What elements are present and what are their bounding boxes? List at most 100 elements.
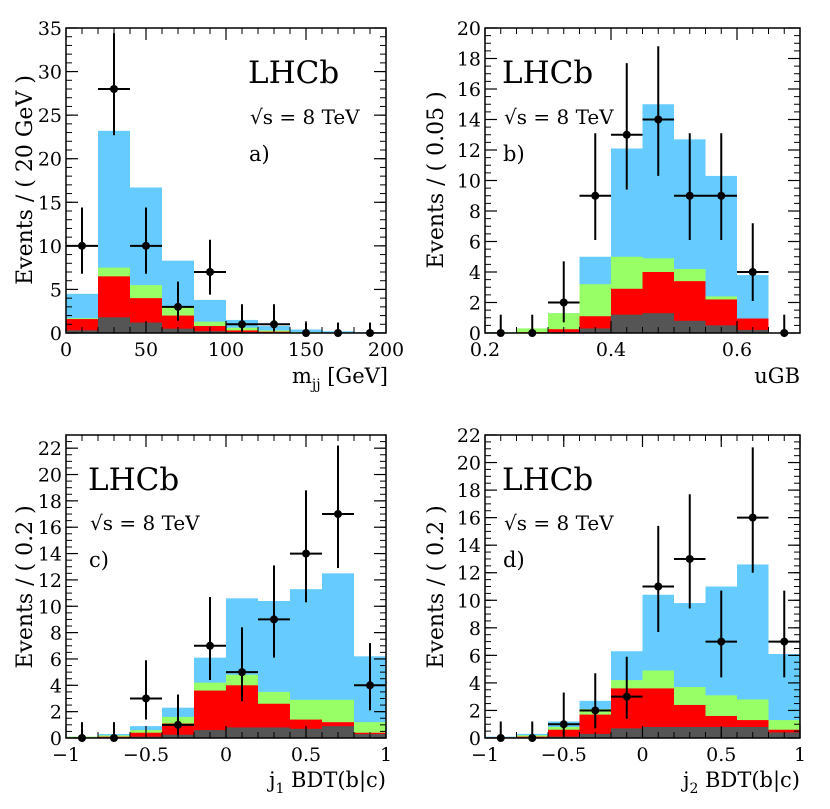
panel-a-x-axis-title-sub: jj xyxy=(310,377,321,393)
panel-c-point-5 xyxy=(238,668,246,677)
panel-a-y-tick-label: 35 xyxy=(38,18,62,40)
panel-a: 0 50 100 150 200 0 5 10 15 20 25 30 35 LHCb √s = 8 T… xyxy=(13,18,404,393)
panel-b-bar-grey-6 xyxy=(674,320,706,333)
panel-c-bar-red-4 xyxy=(194,690,226,738)
panel-d-y-tick-label: 14 xyxy=(457,535,481,557)
panel-d-y-tick-label: 4 xyxy=(469,673,481,695)
panel-c-x-axis-title-rest: BDT(b|c) xyxy=(284,768,386,793)
panel-b-x-axis-title-main: uGB xyxy=(754,364,800,388)
panel-b-y-axis-title: Events / ( 0.05 ) xyxy=(424,91,449,268)
panel-d-x-tick-label: 1 xyxy=(794,744,806,766)
panel-a-y-tick-label: 15 xyxy=(38,192,62,214)
panel-c-point-3 xyxy=(174,720,182,729)
panel-d-y-tick-label: 8 xyxy=(469,618,481,640)
panel-c-point-7 xyxy=(302,549,310,558)
panel-a-y-tick-label: 20 xyxy=(38,149,62,171)
panel-b-y-tick-label: 6 xyxy=(469,232,481,254)
panel-d-x-tick-label: 0 xyxy=(636,744,648,766)
panel-b-point-3 xyxy=(591,191,600,200)
panel-c-point-9 xyxy=(366,681,374,690)
panel-b-bar-green-2 xyxy=(548,313,580,333)
panel-b-energy-label: √s = 8 TeV xyxy=(504,105,614,129)
panel-c-y-tick-label: 6 xyxy=(50,649,62,671)
panel-c-y-tick-label: 14 xyxy=(38,544,62,566)
panel-a-y-tick-label: 30 xyxy=(38,62,62,84)
panel-d-point-2 xyxy=(559,720,568,729)
panel-c-x-axis-title: j1 BDT(b|c) xyxy=(266,768,386,797)
panel-b: 0.2 0.4 0.6 0 2 4 6 8 10 12 14 16 18 20 LHCb √s = 8 T… xyxy=(424,18,801,388)
panel-b-point-2 xyxy=(559,298,568,307)
panel-d-x-tick-label: 0.5 xyxy=(706,744,736,766)
panel-d-letter: d) xyxy=(503,548,525,572)
panel-c-x-axis-title-main: j xyxy=(266,768,276,792)
panel-a-point-4 xyxy=(206,268,214,276)
panel-a-energy-label: √s = 8 TeV xyxy=(250,105,360,129)
panel-c-experiment-label: LHCb xyxy=(88,462,179,498)
panel-a-point-5 xyxy=(238,320,246,329)
panel-d-y-tick-label: 22 xyxy=(457,425,481,447)
panel-d-point-5 xyxy=(654,582,663,591)
panel-b-y-tick-label: 8 xyxy=(469,201,481,223)
panel-b-y-tick-label: 14 xyxy=(457,110,481,132)
panel-c-x-axis-title-sub: 1 xyxy=(275,781,284,797)
panel-c-y-tick-label: 16 xyxy=(38,517,62,539)
panel-a-letter: a) xyxy=(249,142,270,166)
panel-d-point-3 xyxy=(591,706,600,715)
panel-a-x-tick-label: 150 xyxy=(288,339,324,361)
panel-c-y-tick-label: 4 xyxy=(50,675,62,697)
panel-d-x-axis-title-sub: 2 xyxy=(689,781,698,797)
panel-a-x-axis-title-rest: [GeV] xyxy=(321,364,388,388)
panel-a-x-axis-title-main: m xyxy=(292,364,312,388)
panel-c-y-tick-label: 20 xyxy=(38,465,62,487)
panel-d-point-7 xyxy=(717,637,726,646)
panel-d-x-tick-label: −1 xyxy=(471,744,499,766)
panel-b-point-8 xyxy=(748,268,757,276)
panel-b-bar-red-8 xyxy=(737,318,769,333)
panel-d-y-tick-label: 16 xyxy=(457,508,481,530)
panel-d-experiment-label: LHCb xyxy=(502,462,593,498)
panel-b-y-tick-label: 4 xyxy=(469,262,481,284)
panel-a-point-3 xyxy=(174,302,182,311)
panel-a-bar-red-0 xyxy=(66,319,98,333)
panel-a-y-tick-label: 0 xyxy=(50,323,62,345)
panel-d-y-tick-label: 0 xyxy=(469,728,481,750)
panel-c-x-tick-label: 1 xyxy=(380,744,392,766)
panel-d-energy-label: √s = 8 TeV xyxy=(504,511,614,535)
panel-c-point-4 xyxy=(206,641,214,650)
panel-a-y-axis-title: Events / ( 20 GeV ) xyxy=(13,75,38,285)
panel-c-y-tick-label: 10 xyxy=(38,596,62,618)
panel-d-y-tick-label: 12 xyxy=(457,563,481,585)
panel-a-x-tick-label: 100 xyxy=(208,339,244,361)
panel-a-point-6 xyxy=(270,320,278,329)
panel-d-point-9 xyxy=(780,637,789,646)
panel-c-point-6 xyxy=(270,615,278,624)
panel-c-letter: c) xyxy=(89,548,109,572)
panel-c-y-axis-title: Events / ( 0.2 ) xyxy=(13,505,38,668)
panel-b-point-5 xyxy=(654,115,663,124)
panel-b-y-tick-label: 12 xyxy=(457,140,481,162)
panel-c-x-tick-label: 0 xyxy=(220,744,232,766)
panel-c-y-tick-label: 22 xyxy=(38,438,62,460)
panel-c-y-tick-label: 8 xyxy=(50,623,62,645)
panel-d-x-axis-title-rest: BDT(b|c) xyxy=(698,768,800,793)
panel-b-y-tick-label: 18 xyxy=(457,49,481,71)
panel-d-x-tick-label: −0.5 xyxy=(541,744,587,766)
panel-b-y-tick-label: 16 xyxy=(457,79,481,101)
panel-d-y-tick-label: 20 xyxy=(457,453,481,475)
panel-c-energy-label: √s = 8 TeV xyxy=(90,511,200,535)
panel-a-point-0 xyxy=(78,241,86,250)
panel-c-point-2 xyxy=(142,694,150,703)
panel-d-y-tick-label: 10 xyxy=(457,590,481,612)
panel-b-x-tick-label: 0.6 xyxy=(722,339,752,361)
panel-b-x-axis-title: uGB xyxy=(754,364,800,388)
panel-b-x-tick-label: 0.2 xyxy=(470,339,500,361)
panel-b-y-tick-label: 0 xyxy=(469,323,481,345)
panel-c-point-8 xyxy=(334,510,342,519)
panel-c-y-tick-label: 18 xyxy=(38,491,62,513)
panel-b-point-7 xyxy=(717,191,726,200)
panel-a-x-tick-label: 50 xyxy=(134,339,158,361)
